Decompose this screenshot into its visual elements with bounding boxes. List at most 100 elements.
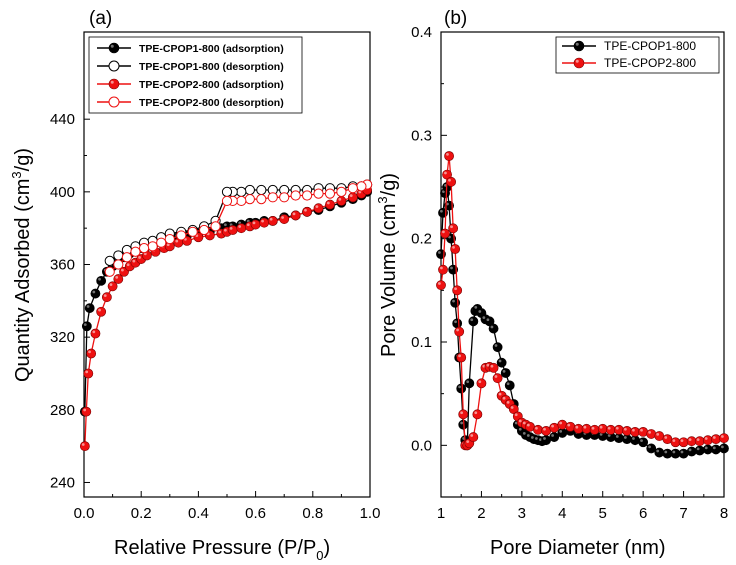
panel-a-data-point [221,186,233,197]
panel-a-legend-marker [108,96,120,108]
panel-b-data-point [448,223,459,234]
panel-b-data-point-highlight [478,380,482,384]
panel-b-x-axis-title: Pore Diameter (nm) [490,537,666,559]
panel-a-data-point-highlight [349,194,353,198]
panel-a-data-point [130,246,141,257]
panel-a-data-point-highlight [115,276,119,279]
panel-a-data-point [236,223,247,234]
panel-b-data-point [456,352,467,363]
panel-b-data-point [678,448,689,459]
panel-b-data-point-highlight [440,209,443,213]
panel-b-y-tick-label: 0.4 [411,24,432,41]
panel-b-data-point [450,244,461,254]
panel-b-data-point [557,419,568,430]
panel-a-data-point [199,224,210,236]
panel-b-data-point-highlight [498,392,502,396]
panel-b-data-point [630,435,640,446]
panel-b-data-point-highlight [522,432,526,435]
panel-a-data-point [267,192,278,203]
panel-b-data-point [440,228,450,239]
panel-b-data-point-highlight [456,328,459,332]
panel-a-data-point [104,255,115,266]
panel-a-data-point [147,241,158,252]
panel-a-data-point [336,196,347,206]
panel-b-data-point [646,443,657,454]
panel-a-data-point [244,184,255,196]
panel-a-data-point [313,188,324,199]
panel-a-data-point [290,190,301,201]
panel-b-data-point-highlight [466,380,470,384]
panel-b-data-point [476,378,487,389]
panel-a-data-point [236,195,247,207]
panel-b-data-point-highlight [712,436,716,439]
panel-b-data-point-highlight [672,450,676,454]
panel-b-data-point [589,424,600,435]
panel-b-data-point-highlight [502,396,506,400]
panel-b-data-point-highlight [696,438,700,441]
panel-a-legend-marker [108,42,120,54]
panel-b-data-point-highlight [664,436,668,439]
panel-a-legend-label: TPE-CPOP1-800 (desorption) [139,61,284,73]
panel-a-y-tick-label: 280 [50,402,75,419]
panel-a-data-point [210,221,221,232]
panel-b-legend-label: TPE-CPOP2-800 [604,56,696,70]
panel-a-y-tick-label: 320 [50,329,75,346]
panel-b-data-point-highlight [450,225,453,229]
panel-a-data-point [113,259,124,270]
panel-a-data-point [90,328,101,339]
panel-a-data-point [259,217,270,228]
panel-a-data-point [83,368,94,379]
panel-b-x-tick-label: 1 [437,505,445,522]
panel-b-data-point-highlight [551,434,554,437]
panel-a-data-point [81,406,92,417]
panel-b-data-point [694,445,705,456]
panel-b-data-point-highlight [559,429,563,433]
panel-a-data-point [325,199,335,210]
panel-a-legend-marker-highlight [110,44,114,48]
panel-a-data-point-highlight [103,294,107,297]
panel-b-legend-label: TPE-CPOP1-800 [604,39,696,53]
panel-b-data-point-highlight [498,359,502,363]
panel-a-y-tick-label: 400 [50,184,75,201]
panel-b-data-point-highlight [648,430,651,434]
panel-b-y-tick-label: 0.1 [411,334,432,351]
panel-b-data-point-highlight [494,375,498,378]
panel-b-data-point-highlight [454,320,457,324]
panel-a-data-point [302,206,312,217]
panel-b-data-point-highlight [482,316,486,320]
panel-b-data-point [496,357,507,368]
panel-b-data-point-highlight [518,419,522,423]
panel-b-data-point [613,424,624,435]
panel-a-data-point [187,226,198,237]
panel-a-data-point [221,195,233,207]
panel-b-y-tick-label: 0.2 [411,231,432,248]
panel-a-x-tick-label: 0.4 [188,505,209,522]
panel-a-legend-label: TPE-CPOP1-800 (adsorption) [139,43,284,55]
panel-a-data-point [227,225,238,235]
panel-b-data-point-highlight [502,370,506,373]
panel-b-data-point [694,436,705,447]
panel-a-y-axis-title: Quantity Adsorbed (cm3/g) [9,148,34,382]
panel-b-data-point-highlight [688,438,692,441]
panel-b-data-point [719,433,729,443]
panel-b-legend-marker-highlight [575,42,579,46]
panel-a-data-point [356,181,367,192]
panel-b-data-point [458,409,469,420]
panel-a-data-point [104,266,115,277]
panel-b-label: (b) [444,8,467,29]
panel-b-data-point-highlight [444,171,447,175]
panel-b-series [436,151,729,459]
panel-b-pore-size-distribution: (b) 1 2 3 4 5 6 7 8 0.0 0.1 0.2 0.3 0.4 Pore Volume … [375,8,729,559]
panel-b-data-point [500,368,511,378]
panel-a-data-point [96,275,107,286]
panel-a-data-point [279,214,290,224]
panel-b-data-point-highlight [454,287,457,291]
panel-b-data-point-highlight [474,411,478,415]
panel-a-x-tick-label: 1.0 [360,505,381,522]
panel-a-series-0 [79,186,373,417]
panel-a-data-point-highlight [338,197,342,201]
panel-a-data-point-highlight [83,323,87,327]
panel-a-data-point [156,237,167,248]
panel-b-data-point-highlight [599,433,603,436]
panel-a-legend-marker-highlight [110,80,114,84]
